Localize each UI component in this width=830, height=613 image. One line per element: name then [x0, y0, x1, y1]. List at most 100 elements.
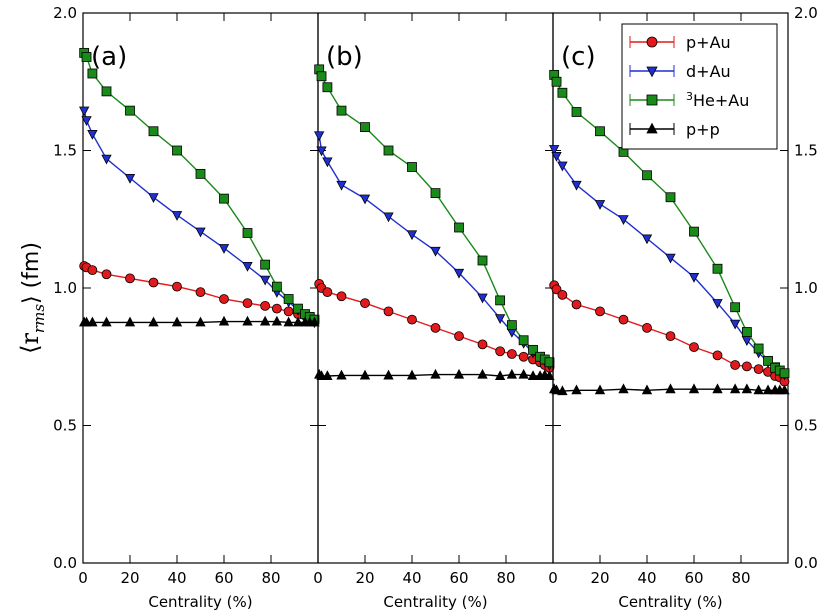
data-point-pp — [101, 316, 112, 327]
x-tick-label: 80 — [731, 569, 750, 587]
series-dAu — [549, 145, 790, 381]
panel-tag: (c) — [561, 42, 596, 72]
data-point-pp — [741, 383, 753, 394]
data-point-dAu — [729, 319, 741, 330]
data-point-dAu — [688, 272, 700, 283]
data-point-HeAu — [642, 170, 652, 181]
panel-tag: (b) — [326, 42, 363, 72]
y-tick-label-right: 0.5 — [794, 417, 818, 435]
legend-entries: p+Au d+Au 3He+Au p+p — [629, 33, 749, 139]
legend-label-sup: 3 — [686, 90, 693, 103]
data-point-HeAu — [316, 71, 327, 82]
data-point-HeAu — [741, 327, 752, 337]
legend-entry-pAu: p+Au — [629, 33, 731, 52]
data-point-HeAu — [454, 222, 464, 233]
data-point-HeAu — [407, 162, 417, 172]
legend-label: p+p — [686, 120, 720, 139]
data-point-HeAu — [779, 368, 790, 379]
y-tick-label-right: 2.0 — [794, 4, 818, 22]
data-point-pp — [406, 369, 418, 380]
data-point-HeAu — [283, 294, 294, 304]
x-axis-label: Centrality (%) — [148, 593, 252, 611]
y-tick-labels: 0.0 0.0 0.5 0.5 1.0 1.0 1.5 1.5 2.0 2.0 — [53, 4, 818, 572]
y-tick-label-left: 1.0 — [53, 279, 77, 297]
data-point-pAu — [689, 342, 699, 353]
data-point-HeAu — [148, 126, 159, 137]
data-point-dAu — [557, 161, 568, 172]
series-HeAu — [549, 69, 790, 379]
legend: p+Au d+Au 3He+Au p+p — [621, 23, 778, 150]
data-point-HeAu — [551, 76, 562, 87]
data-point-dAu — [336, 180, 347, 191]
data-point-HeAu — [557, 87, 568, 98]
data-point-pAu — [125, 273, 135, 284]
data-point-pp — [271, 315, 283, 326]
data-point-HeAu — [712, 263, 723, 274]
data-point-pp — [322, 370, 333, 381]
series-pp — [79, 315, 320, 327]
data-point-HeAu — [172, 145, 182, 156]
x-tick-label: 80 — [261, 569, 280, 587]
data-point-dAu — [494, 314, 506, 325]
x-tick-label: 80 — [496, 569, 515, 587]
data-point-dAu — [195, 227, 206, 238]
data-point-dAu — [148, 193, 159, 204]
series-HeAu — [314, 64, 555, 368]
data-point-pAu — [753, 364, 764, 375]
data-point-pAu — [271, 303, 282, 314]
data-point-dAu — [314, 131, 325, 142]
x-tick-label: 60 — [449, 569, 468, 587]
x-tick-label: 40 — [637, 569, 656, 587]
data-point-dAu — [406, 230, 418, 241]
data-point-pp — [309, 316, 320, 327]
data-point-HeAu — [125, 105, 135, 116]
data-point-dAu — [594, 200, 606, 210]
legend-marker-HeAu — [646, 94, 658, 106]
x-tick-label: 0 — [548, 569, 558, 587]
data-point-pp — [336, 369, 347, 380]
y-tick-label-left: 2.0 — [53, 4, 77, 22]
data-point-HeAu — [336, 105, 347, 116]
data-point-HeAu — [87, 68, 98, 79]
data-point-HeAu — [518, 335, 529, 346]
data-point-dAu — [359, 194, 371, 205]
data-point-dAu — [316, 146, 327, 157]
data-point-pp — [259, 315, 271, 326]
legend-entry-pp: p+p — [629, 120, 720, 139]
legend-marker-pAu — [646, 36, 658, 48]
x-axis-label: Centrality (%) — [383, 593, 487, 611]
data-point-pp — [124, 316, 136, 327]
panels: 0 20 40 60 80 Centrality (%) (a) 0 20 40 60 80 Centr… — [78, 12, 790, 611]
data-point-pp — [195, 316, 206, 327]
data-point-HeAu — [260, 259, 271, 270]
series-pAu — [314, 278, 555, 373]
data-point-HeAu — [495, 295, 506, 306]
panel-1: 0 20 40 60 80 Centrality (%) (a) — [78, 12, 320, 611]
data-point-HeAu — [219, 193, 229, 204]
data-point-HeAu — [665, 192, 676, 203]
data-point-pp — [712, 383, 723, 394]
x-axis-label: Centrality (%) — [618, 593, 722, 611]
data-point-HeAu — [430, 188, 441, 199]
legend-marker-pp — [646, 122, 658, 134]
data-point-pp — [430, 368, 441, 379]
data-point-pAu — [595, 306, 605, 317]
data-point-dAu — [549, 145, 560, 155]
data-point-pp — [383, 369, 394, 380]
data-point-pp — [148, 316, 159, 327]
data-point-pAu — [360, 298, 370, 309]
x-tick-label: 20 — [355, 569, 374, 587]
data-point-pp — [594, 384, 606, 395]
data-point-pAu — [557, 289, 568, 300]
panel-tag: (a) — [91, 42, 127, 72]
data-point-pp — [641, 384, 653, 395]
data-point-pAu — [430, 322, 441, 333]
data-point-pp — [171, 316, 183, 327]
data-point-HeAu — [506, 320, 517, 331]
data-point-pp — [218, 315, 230, 326]
data-point-pAu — [454, 331, 464, 342]
data-point-HeAu — [195, 168, 206, 179]
data-point-pAu — [618, 314, 629, 325]
data-point-dAu — [453, 268, 465, 279]
data-point-pp — [544, 370, 555, 381]
